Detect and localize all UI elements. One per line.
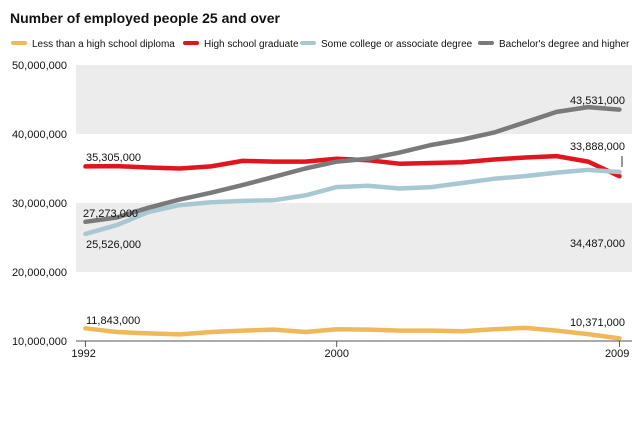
background-bands [76, 65, 632, 272]
data-label: 34,487,000 [570, 238, 625, 250]
data-label: 11,843,000 [86, 315, 140, 327]
x-axis: 1992 2000 2009 [71, 340, 632, 360]
legend-label: Some college or associate degree [321, 39, 473, 50]
legend-label: High school graduate [204, 39, 299, 50]
y-tick-label: 50,000,000 [12, 60, 67, 72]
legend: Less than a high school diploma High scho… [11, 39, 630, 50]
y-tick-label: 30,000,000 [12, 198, 67, 210]
y-tick-label: 40,000,000 [12, 129, 67, 141]
x-tick-label: 2000 [324, 348, 348, 360]
series-line-0 [83, 325, 622, 341]
y-axis: 10,000,000 20,000,000 30,000,000 40,000,000… [12, 60, 67, 348]
legend-label: Less than a high school diploma [32, 39, 175, 50]
data-labels: 35,305,000 27,273,000 25,526,000 11,843,000… [83, 95, 625, 329]
chart-title: Number of employed people 25 and over [10, 10, 281, 26]
data-label: 35,305,000 [86, 152, 141, 164]
data-label: 25,526,000 [86, 239, 141, 251]
data-label: 10,371,000 [570, 317, 625, 329]
y-tick-label: 10,000,000 [12, 336, 67, 348]
series-line-2 [83, 167, 622, 237]
data-label: 43,531,000 [570, 95, 625, 107]
x-tick-label: 1992 [71, 348, 95, 360]
data-label: 27,273,000 [83, 208, 138, 220]
series-lines [83, 104, 622, 341]
x-tick-label: 2009 [605, 348, 629, 360]
y-tick-label: 20,000,000 [12, 267, 67, 279]
data-label: 33,888,000 [570, 141, 625, 153]
band-0 [76, 203, 632, 272]
band-1 [76, 65, 632, 134]
series-line-3 [83, 104, 622, 225]
legend-label: Bachelor's degree and higher [499, 39, 630, 50]
